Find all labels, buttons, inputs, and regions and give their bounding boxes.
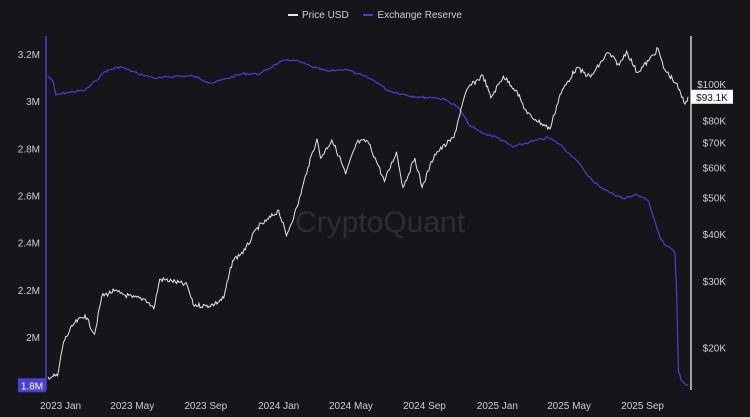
right-tick-label: $30K: [703, 277, 727, 288]
right-tick-label: $20K: [703, 343, 727, 354]
x-tick-label: 2023 May: [110, 401, 154, 412]
left-tick-label: 3M: [26, 97, 40, 108]
right-tick-label: $60K: [703, 164, 727, 175]
x-tick-label: 2025 May: [547, 401, 591, 412]
right-tick-label: $50K: [703, 193, 727, 204]
watermark: CryptoQuant: [295, 206, 466, 239]
chart-legend: Price USD Exchange Reserve: [0, 8, 750, 21]
x-tick-label: 2023 Jan: [40, 401, 81, 412]
left-tick-label: 2.2M: [18, 286, 40, 297]
price-value-tag: [691, 89, 733, 104]
legend-item-price[interactable]: Price USD: [288, 10, 349, 21]
x-tick-label: 2023 Sep: [184, 401, 227, 412]
exchange-reserve-line: [47, 58, 688, 386]
legend-label-price: Price USD: [302, 9, 349, 21]
right-tick-label: $100K: [697, 80, 726, 91]
left-tick-label: 2.6M: [18, 191, 40, 202]
legend-item-reserve[interactable]: Exchange Reserve: [363, 10, 462, 21]
price-value-label: $93.1K: [696, 93, 728, 104]
left-tick-label: 2.4M: [18, 239, 40, 250]
legend-label-reserve: Exchange Reserve: [377, 9, 462, 21]
right-tick-label: $40K: [703, 230, 727, 241]
x-tick-label: 2024 Sep: [403, 401, 446, 412]
price-usd-line: [47, 46, 689, 380]
left-tick-label: 2M: [26, 333, 40, 344]
left-tick-label: 3.2M: [18, 50, 40, 61]
reserve-value-tag: [18, 378, 46, 393]
right-tick-label: $70K: [703, 138, 727, 149]
x-tick-label: 2025 Jan: [477, 401, 518, 412]
x-tick-label: 2024 Jan: [258, 401, 299, 412]
right-tick-label: $80K: [703, 117, 727, 128]
reserve-value-label: 1.8M: [21, 381, 43, 392]
left-tick-label: 2.8M: [18, 144, 40, 155]
x-tick-label: 2025 Sep: [621, 401, 664, 412]
x-tick-label: 2024 May: [329, 401, 373, 412]
legend-swatch-reserve: [363, 14, 374, 16]
legend-swatch-price: [288, 14, 299, 16]
